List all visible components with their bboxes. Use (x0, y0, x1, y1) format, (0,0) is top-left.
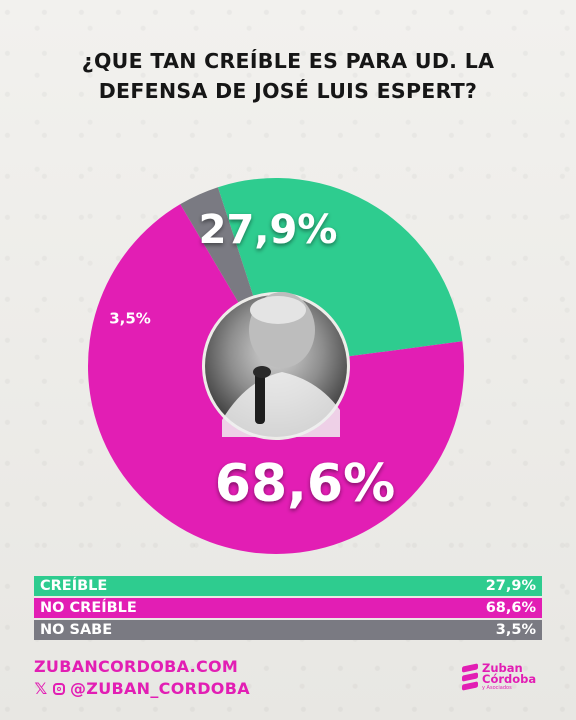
logo-line1: Zuban (482, 661, 523, 675)
logo-line3: y Asociados (482, 685, 512, 691)
legend-label: NO CREÍBLE (40, 600, 137, 616)
instagram-icon[interactable] (53, 682, 65, 695)
legend-label: NO SABE (40, 622, 113, 638)
social-handle[interactable]: 𝕏 @ZUBAN_CORDOBA (34, 679, 250, 698)
slice-creible (217, 177, 463, 357)
logo-mark-icon (462, 663, 478, 693)
legend-value: 3,5% (495, 622, 536, 638)
legend-label: CREÍBLE (40, 578, 108, 594)
legend-value: 68,6% (485, 600, 536, 616)
legend-value: 27,9% (485, 578, 536, 594)
slice-label-creible: 27,9% (199, 207, 338, 253)
x-icon[interactable]: 𝕏 (34, 679, 48, 698)
slice-no-sabe (180, 187, 254, 303)
slice-no-creible (88, 204, 464, 555)
legend-item-creible: CREÍBLE 27,9% (34, 576, 542, 596)
slice-label-no-sabe: 3,5% (109, 310, 151, 328)
brand-logo: Zuban Córdoba y Asociados (462, 661, 537, 693)
website-link[interactable]: ZUBANCORDOBA.COM (34, 657, 239, 676)
logo-line2: Córdoba (482, 672, 537, 686)
center-photo (205, 292, 347, 437)
legend-item-no-sabe: NO SABE 3,5% (34, 620, 542, 640)
slice-label-no-creible: 68,6% (215, 454, 395, 514)
handle-text: @ZUBAN_CORDOBA (70, 679, 250, 698)
chart-title: ¿QUE TAN CREÍBLE ES PARA UD. LA DEFENSA … (81, 49, 495, 103)
legend-item-no-creible: NO CREÍBLE 68,6% (34, 598, 542, 618)
